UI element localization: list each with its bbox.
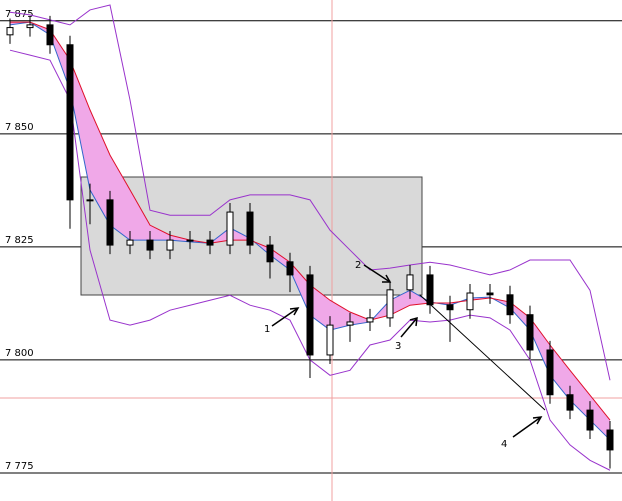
candle-body bbox=[146, 239, 154, 251]
candle-body bbox=[506, 294, 514, 316]
candle-body bbox=[46, 24, 54, 46]
y-tick-label: 7 825 bbox=[5, 235, 34, 246]
y-tick-label: 7 800 bbox=[5, 348, 34, 359]
annotation: 1 bbox=[264, 324, 270, 335]
y-tick-label: 7 775 bbox=[5, 461, 34, 472]
arrow-4 bbox=[512, 416, 542, 438]
candle-body bbox=[366, 317, 374, 323]
y-tick-label: 7 875 bbox=[5, 9, 34, 20]
candle-body bbox=[526, 314, 534, 351]
candle-body bbox=[66, 44, 74, 201]
arrow-2-head bbox=[382, 274, 392, 283]
arrow-3 bbox=[400, 317, 418, 338]
candle-body bbox=[606, 429, 614, 451]
candle-body bbox=[166, 239, 174, 251]
candle-body bbox=[486, 292, 494, 296]
arrow-1 bbox=[271, 307, 299, 327]
trend-line bbox=[419, 294, 546, 411]
candle-body bbox=[326, 324, 334, 356]
candle-body bbox=[246, 211, 254, 246]
candle-body bbox=[426, 274, 434, 306]
arrow-1-head bbox=[289, 307, 300, 316]
candle-body bbox=[26, 24, 34, 29]
annotation: 4 bbox=[501, 439, 507, 450]
candle-body bbox=[586, 409, 594, 431]
candle-body bbox=[186, 239, 194, 242]
arrow-4-head bbox=[532, 416, 543, 425]
candle-body bbox=[226, 211, 234, 246]
plot bbox=[6, 4, 614, 471]
candle-body bbox=[566, 394, 574, 411]
candle-body bbox=[126, 239, 134, 246]
annotation: 3 bbox=[395, 341, 401, 352]
candle-body bbox=[206, 239, 214, 246]
candle-body bbox=[106, 199, 114, 246]
candle-body bbox=[386, 289, 394, 319]
arrow-2 bbox=[363, 264, 391, 283]
candle-body bbox=[86, 199, 94, 202]
candle-body bbox=[546, 349, 554, 396]
y-tick-label: 7 850 bbox=[5, 122, 34, 133]
candle-body bbox=[286, 261, 294, 276]
candle-body bbox=[6, 27, 14, 36]
candle-body bbox=[446, 304, 454, 311]
band-line bbox=[9, 4, 611, 381]
candle-body bbox=[306, 274, 314, 356]
arrow-3-head bbox=[409, 316, 418, 327]
candle-body bbox=[406, 274, 414, 291]
candle-body bbox=[466, 292, 474, 311]
candle-body bbox=[346, 321, 354, 326]
annotation: 2 bbox=[355, 260, 361, 271]
candle-body bbox=[266, 244, 274, 263]
arrows bbox=[271, 264, 543, 438]
